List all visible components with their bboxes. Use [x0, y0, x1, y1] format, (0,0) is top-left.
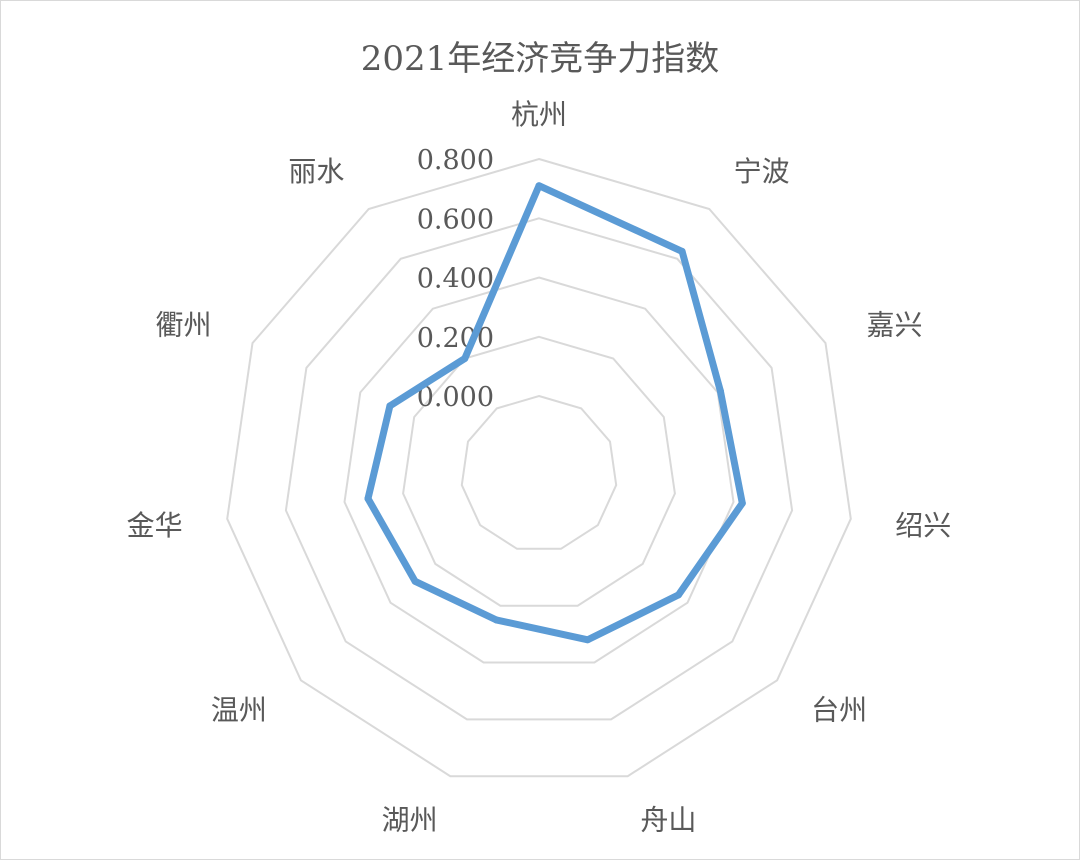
series-point [675, 591, 682, 599]
grid-ring [343, 276, 735, 664]
series-point [386, 402, 394, 410]
tick-labels: 0.000 0.200 0.400 0.600 0.800 [417, 145, 494, 413]
category-label: 舟山 [640, 803, 696, 836]
series-point [411, 577, 419, 585]
category-label: 丽水 [288, 155, 344, 188]
category-label: 嘉兴 [867, 309, 923, 342]
category-label: 金华 [127, 509, 183, 542]
category-label: 湖州 [382, 803, 438, 836]
grid-ring [284, 217, 794, 721]
grid-layer [226, 157, 852, 778]
tick-label: 0.600 [417, 204, 494, 235]
tick-label: 0.200 [417, 323, 494, 354]
series-point [364, 495, 372, 503]
category-label: 温州 [211, 694, 267, 727]
series-point [535, 182, 543, 190]
tick-label: 0.400 [417, 264, 494, 295]
series-point [678, 247, 686, 255]
series-layer [364, 182, 746, 644]
category-label: 绍兴 [895, 509, 951, 542]
category-label: 衢州 [155, 309, 211, 342]
series-point [738, 499, 746, 507]
tick-label: 0.000 [417, 382, 494, 413]
series-point [492, 616, 500, 624]
series-line [364, 182, 746, 644]
grid-ring [460, 394, 618, 550]
series-point [584, 636, 592, 644]
category-label: 宁波 [734, 155, 790, 188]
series-point [716, 387, 724, 395]
series-point [461, 355, 469, 362]
category-label: 杭州 [511, 98, 567, 131]
grid-ring [402, 335, 676, 607]
chart-title: 2021年经济竞争力指数 [360, 39, 720, 79]
grid-ring [226, 157, 852, 778]
tick-label: 0.800 [417, 145, 494, 176]
category-label: 台州 [811, 694, 867, 727]
